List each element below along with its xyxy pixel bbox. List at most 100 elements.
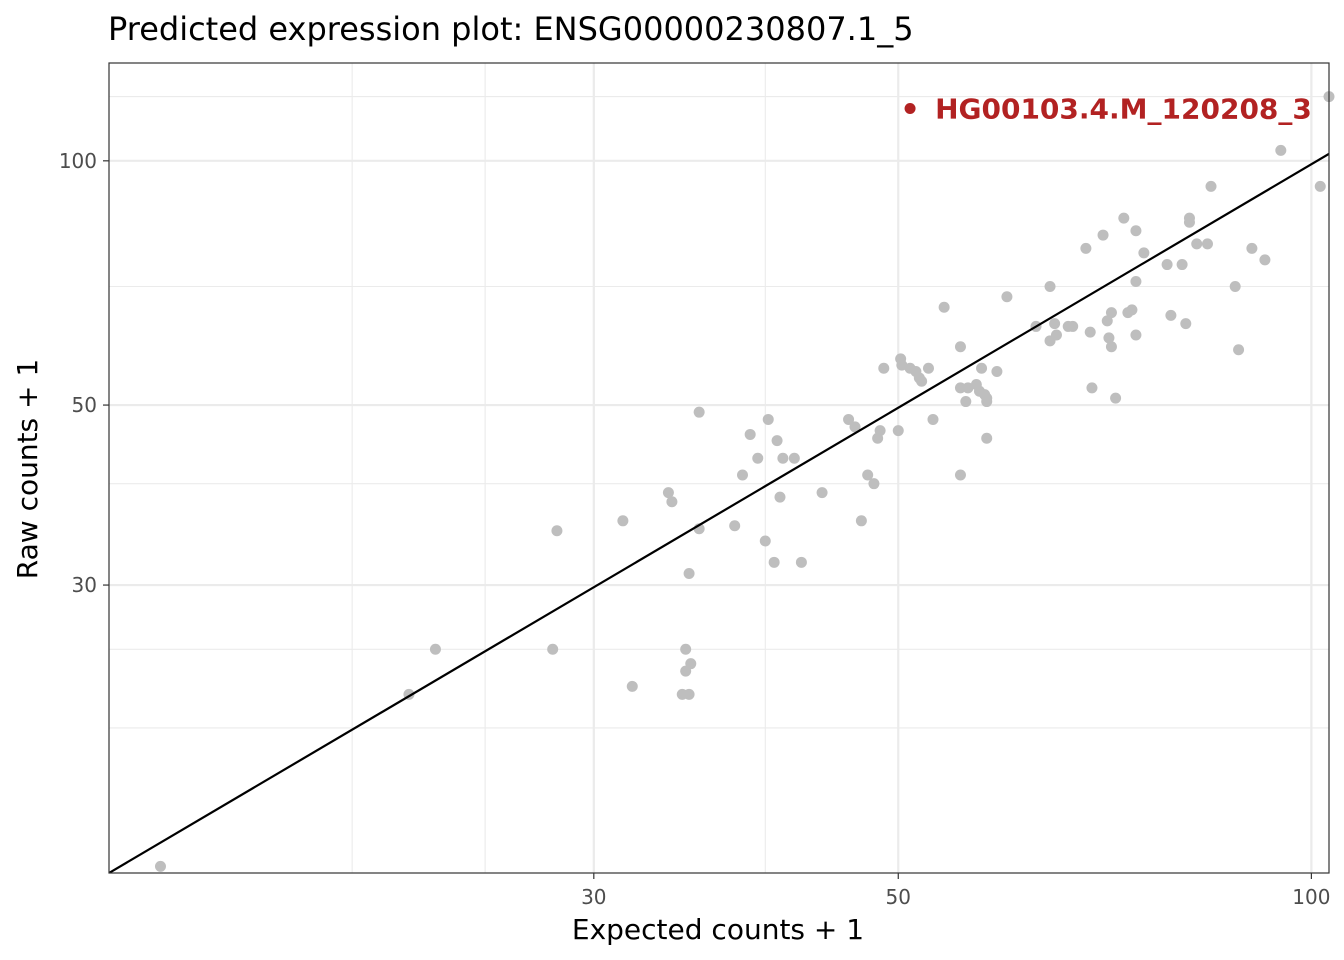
data-point <box>788 452 800 464</box>
x-axis-ticks: 30 50 100 <box>581 873 1330 909</box>
data-point <box>1176 259 1188 271</box>
y-tick-label: 30 <box>72 573 97 597</box>
x-axis-title: Expected counts + 1 <box>572 913 864 946</box>
data-point <box>736 469 748 481</box>
chart-title: Predicted expression plot: ENSG000002308… <box>108 10 914 48</box>
data-point <box>617 515 629 527</box>
data-point <box>1233 344 1245 356</box>
data-point <box>680 643 692 655</box>
data-point <box>1105 341 1117 353</box>
data-point <box>1201 238 1213 250</box>
data-point <box>916 375 928 387</box>
data-point <box>896 359 908 371</box>
data-point <box>1097 229 1109 241</box>
data-point <box>1118 212 1130 224</box>
data-point <box>1246 242 1258 254</box>
data-point <box>429 643 441 655</box>
data-point <box>1229 281 1241 293</box>
data-point <box>1314 180 1326 192</box>
y-axis-ticks: 30 50 100 <box>59 149 109 597</box>
data-point <box>954 469 966 481</box>
data-point <box>843 413 855 425</box>
data-point <box>878 362 890 374</box>
data-point <box>862 469 874 481</box>
data-point <box>922 362 934 374</box>
highlight-group: HG00103.4.M_120208_3 <box>904 93 1312 126</box>
data-point <box>981 392 993 404</box>
data-point <box>683 688 695 700</box>
data-point <box>1105 307 1117 319</box>
data-point <box>1044 281 1056 293</box>
data-point <box>154 860 166 872</box>
data-point <box>927 413 939 425</box>
y-tick-label: 50 <box>72 393 97 417</box>
data-point <box>855 515 867 527</box>
data-point <box>1183 216 1195 228</box>
data-point <box>1049 318 1061 330</box>
data-point <box>683 568 695 580</box>
data-point <box>1130 276 1142 288</box>
data-point <box>976 362 988 374</box>
data-point <box>1101 315 1113 327</box>
data-point <box>1067 320 1079 332</box>
data-point <box>762 413 774 425</box>
data-point <box>1130 225 1142 237</box>
data-point <box>1103 332 1115 344</box>
data-point <box>892 425 904 437</box>
data-point <box>1180 318 1192 330</box>
x-tick-label: 30 <box>581 885 606 909</box>
data-point <box>849 421 861 433</box>
data-points <box>154 91 1335 872</box>
data-point <box>662 487 674 499</box>
data-point <box>868 478 880 490</box>
data-point <box>1080 242 1092 254</box>
data-point <box>1138 247 1150 259</box>
data-point <box>768 556 780 568</box>
data-point <box>551 525 563 537</box>
data-point <box>938 301 950 313</box>
fit-line <box>109 152 1329 873</box>
data-point <box>1130 329 1142 341</box>
data-point <box>1191 238 1203 250</box>
data-point <box>752 452 764 464</box>
y-tick-label: 100 <box>59 149 97 173</box>
data-point <box>1275 144 1287 156</box>
data-point <box>666 496 678 508</box>
data-point <box>685 658 697 670</box>
data-point <box>626 680 638 692</box>
highlight-point <box>904 103 916 115</box>
x-tick-label: 100 <box>1292 885 1330 909</box>
data-point <box>1050 329 1062 341</box>
data-point <box>962 382 974 394</box>
data-point <box>816 487 828 499</box>
data-point <box>547 643 559 655</box>
panel-border <box>108 62 1330 874</box>
data-point <box>991 365 1003 377</box>
data-point <box>795 556 807 568</box>
data-point <box>1126 304 1138 316</box>
data-point <box>1110 392 1122 404</box>
data-point <box>774 491 786 503</box>
data-point <box>1205 180 1217 192</box>
data-point <box>954 341 966 353</box>
data-point <box>1086 382 1098 394</box>
data-point <box>693 406 705 418</box>
major-gridlines <box>109 63 1329 873</box>
data-point <box>1001 291 1013 303</box>
data-point <box>1161 259 1173 271</box>
data-point <box>1259 254 1271 266</box>
data-point <box>1165 309 1177 321</box>
data-point <box>960 396 972 408</box>
data-point <box>744 428 756 440</box>
highlight-label: HG00103.4.M_120208_3 <box>935 93 1312 126</box>
data-point <box>981 432 993 444</box>
x-tick-label: 50 <box>886 885 911 909</box>
data-point <box>771 435 783 447</box>
minor-gridlines <box>109 63 1329 873</box>
y-axis-title: Raw counts + 1 <box>11 359 44 579</box>
data-point <box>759 535 771 547</box>
data-point <box>777 452 789 464</box>
data-point <box>874 425 886 437</box>
data-point <box>1084 326 1096 338</box>
